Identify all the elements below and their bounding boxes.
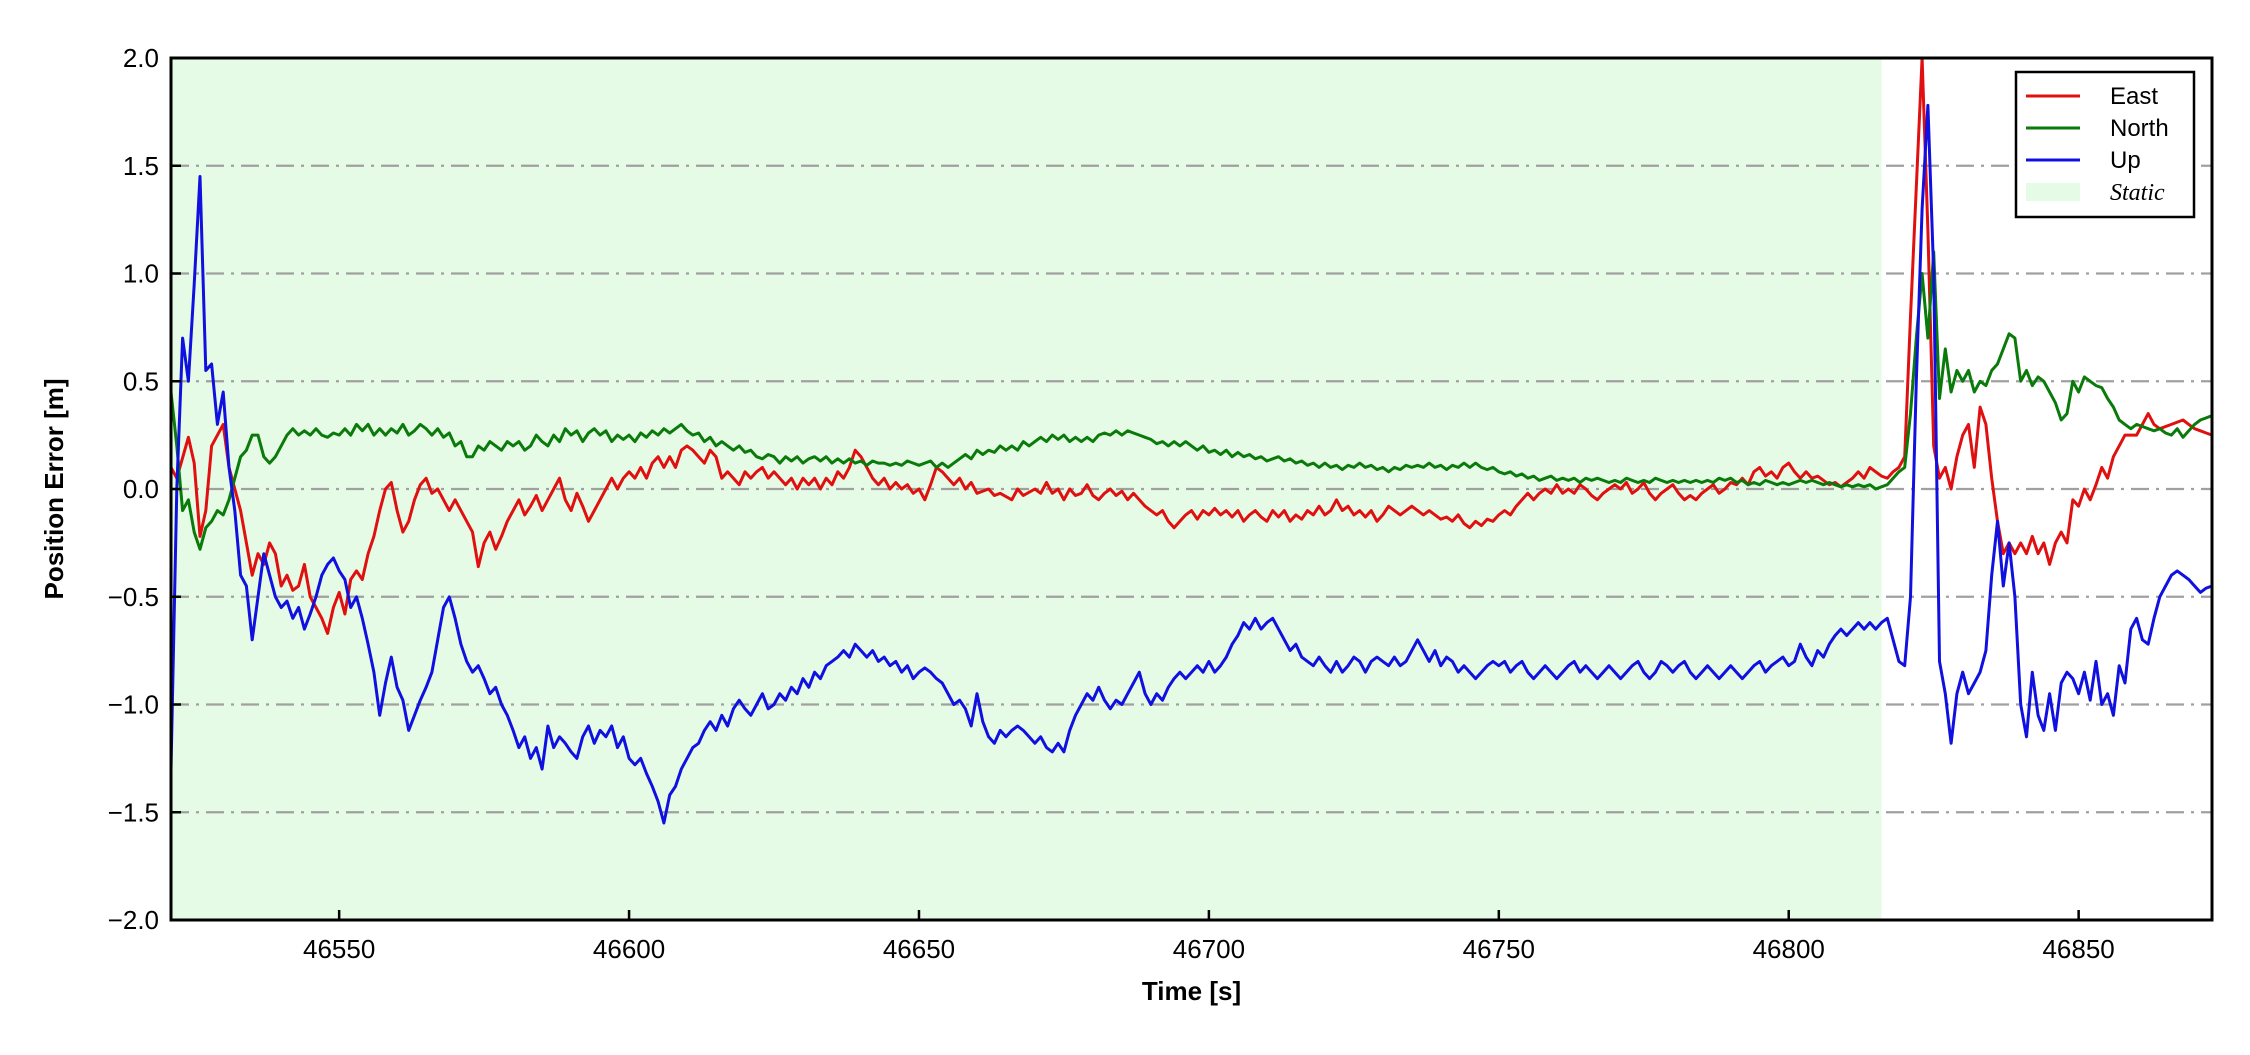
series-line-up (171, 103, 2212, 825)
x-axis-label: Time [s] (1142, 976, 1241, 1006)
y-tick-label: 1.0 (123, 259, 159, 289)
y-tick-label: 0.5 (123, 366, 159, 396)
legend-label-up: Up (2110, 147, 2141, 174)
x-tick-label: 46750 (1463, 934, 1535, 964)
series-line-east (171, 58, 2212, 635)
x-tick-label: 46650 (883, 934, 955, 964)
y-axis-label: Position Error [m] (39, 378, 69, 599)
series-line-north (171, 250, 2212, 551)
y-tick-label: −1.5 (108, 797, 159, 827)
legend-label-static: Static (2110, 180, 2165, 206)
y-tick-label: 1.5 (123, 151, 159, 181)
y-tick-label: −2.0 (108, 905, 159, 935)
legend-label-north: North (2110, 115, 2169, 142)
y-tick-label: −1.0 (108, 690, 159, 720)
x-tick-label: 46700 (1173, 934, 1245, 964)
y-tick-label: −0.5 (108, 582, 159, 612)
x-tick-label: 46600 (593, 934, 665, 964)
legend-label-east: East (2110, 83, 2158, 110)
ticks-layer: 46550 46600 46650 46700 46750 46800 46850 −2.0 −… (108, 43, 2115, 964)
legend-swatch-static (2026, 183, 2080, 201)
x-tick-label: 46550 (303, 934, 375, 964)
x-tick-label: 46850 (2042, 934, 2114, 964)
y-tick-label: 2.0 (123, 43, 159, 73)
series-layer (171, 58, 2212, 825)
y-tick-label: 0.0 (123, 474, 159, 504)
legend: East North Up Static (2014, 70, 2196, 219)
x-tick-label: 46800 (1753, 934, 1825, 964)
grid-layer (171, 164, 2212, 814)
